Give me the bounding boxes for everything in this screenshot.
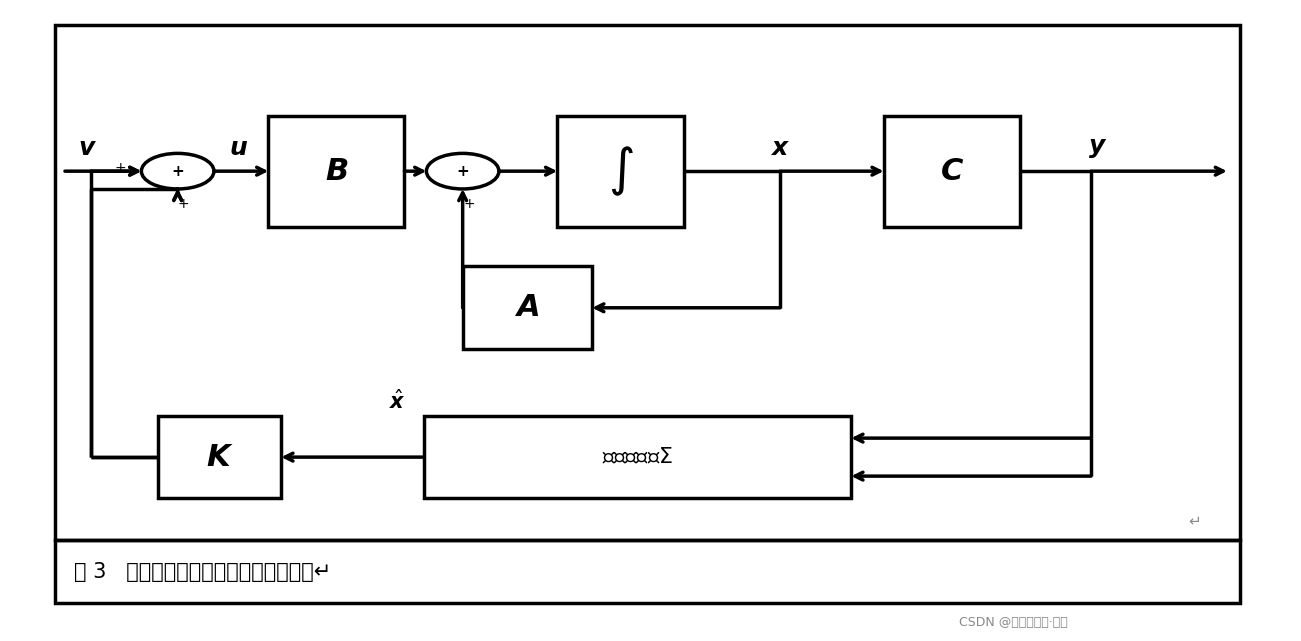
Bar — [557, 115, 684, 227]
Text: $\int$: $\int$ — [608, 144, 634, 198]
Bar — [463, 267, 592, 349]
Bar — [424, 416, 851, 499]
Text: $\hat{\boldsymbol{x}}$: $\hat{\boldsymbol{x}}$ — [389, 389, 406, 413]
Text: $\boldsymbol{v}$: $\boldsymbol{v}$ — [78, 136, 96, 160]
Text: +: + — [463, 197, 475, 212]
Bar — [55, 540, 1240, 603]
Text: $\boldsymbol{x}$: $\boldsymbol{x}$ — [770, 136, 790, 160]
Text: $\boldsymbol{u}$: $\boldsymbol{u}$ — [229, 136, 248, 160]
Bar — [268, 115, 405, 227]
Text: $\boldsymbol{K}$: $\boldsymbol{K}$ — [206, 443, 234, 472]
Text: ↵: ↵ — [1188, 513, 1201, 528]
Text: $\boldsymbol{B}$: $\boldsymbol{B}$ — [325, 156, 349, 186]
Text: +: + — [177, 197, 189, 212]
Text: +: + — [114, 161, 126, 175]
Text: +: + — [457, 163, 470, 179]
Bar — [883, 115, 1020, 227]
Text: $\boldsymbol{y}$: $\boldsymbol{y}$ — [1088, 136, 1107, 160]
Text: +: + — [172, 163, 183, 179]
Text: $\boldsymbol{A}$: $\boldsymbol{A}$ — [515, 294, 540, 322]
Bar — [55, 25, 1240, 540]
Text: $\boldsymbol{C}$: $\boldsymbol{C}$ — [939, 156, 964, 186]
Text: CSDN @编程爱好者·阿新: CSDN @编程爱好者·阿新 — [959, 616, 1068, 629]
Text: 图 3   利用状态观测器实现状态反馈框图↵: 图 3 利用状态观测器实现状态反馈框图↵ — [74, 562, 332, 581]
Text: 状态观测器$\Sigma$: 状态观测器$\Sigma$ — [602, 447, 673, 467]
Bar — [159, 416, 281, 499]
